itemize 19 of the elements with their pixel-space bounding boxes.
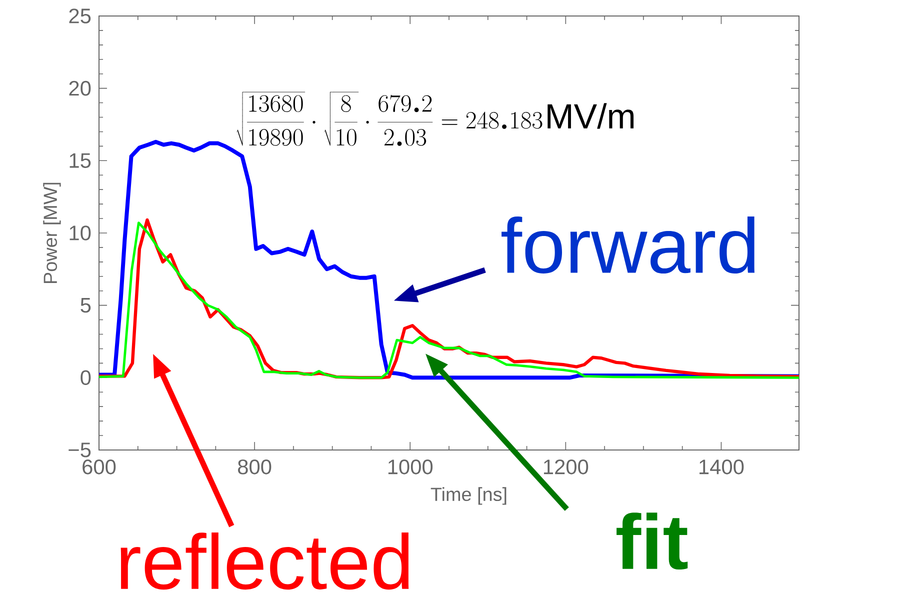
y-axis-title: Power [MW] [43, 182, 61, 283]
y-tick-label: 10 [70, 226, 91, 240]
x-tick-label: 1000 [388, 460, 433, 474]
x-axis-title: Time [ns] [430, 487, 506, 505]
y-tick-label: 15 [70, 153, 91, 168]
annotation: MV/m [548, 103, 634, 129]
text: reflected [120, 532, 409, 590]
annotation: forward [502, 216, 755, 274]
x-tick-label: 1200 [544, 460, 588, 474]
x-tick-label: 800 [238, 460, 272, 474]
y-tick-label: −5 [68, 442, 91, 458]
x-tick-label: 600 [82, 460, 116, 474]
y-tick-label: 25 [69, 8, 91, 24]
x-tick-label: 1400 [700, 460, 744, 474]
annotation: $\sqrt{\frac{13680}{19890}}\cdot\sqrt{\frac{8}{10}}\cdot\frac{679.2}{2.03}=248.183$ [236, 92, 542, 146]
text: fit [616, 512, 688, 570]
y-tick-label: 20 [69, 80, 91, 96]
y-tick-label: 5 [80, 298, 91, 313]
y-tick-label: 0 [80, 370, 91, 386]
